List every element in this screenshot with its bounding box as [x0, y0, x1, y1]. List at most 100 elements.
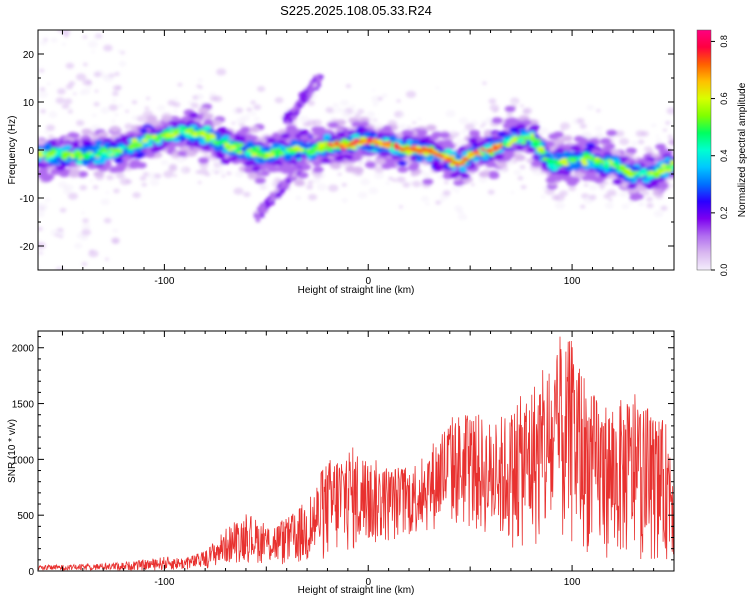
noise-blob	[332, 102, 339, 108]
ridge-blob	[571, 146, 582, 152]
noise-blob	[520, 104, 524, 108]
ridge-blob	[135, 151, 146, 158]
ridge-blob	[236, 153, 245, 159]
noise-blob	[341, 111, 351, 119]
noise-blob	[646, 203, 654, 209]
noise-blob	[108, 104, 118, 111]
noise-blob	[240, 115, 250, 122]
noise-blob	[100, 107, 110, 114]
ridge-blob	[351, 121, 363, 128]
noise-blob	[163, 170, 174, 178]
ridge-blob	[360, 145, 369, 151]
noise-blob	[81, 88, 91, 95]
ridge-blob	[556, 162, 564, 167]
noise-blob	[149, 179, 160, 187]
noise-blob	[54, 233, 59, 237]
ridge-blob	[415, 157, 424, 163]
noise-blob	[73, 92, 77, 96]
noise-blob	[40, 109, 46, 114]
noise-blob	[660, 205, 668, 211]
noise-blob	[510, 191, 515, 194]
ridge-blob	[282, 153, 292, 159]
noise-blob	[662, 128, 668, 132]
ridge-blob	[401, 129, 413, 137]
noise-blob	[540, 195, 546, 199]
noise-blob	[118, 61, 127, 67]
noise-blob	[635, 130, 645, 137]
noise-blob	[93, 71, 102, 78]
noise-blob	[38, 251, 43, 255]
noise-blob	[132, 192, 141, 199]
ridge-blob	[478, 171, 490, 178]
ridge-blob	[203, 119, 214, 125]
noise-blob	[351, 109, 356, 113]
noise-blob	[87, 40, 98, 48]
ridge-blob	[329, 162, 341, 169]
noise-blob	[125, 109, 130, 113]
noise-blob	[46, 82, 51, 86]
noise-blob	[461, 129, 468, 134]
noise-blob	[75, 73, 87, 81]
noise-blob	[336, 107, 343, 113]
noise-blob	[91, 113, 97, 118]
noise-blob	[68, 107, 73, 111]
noise-blob	[451, 186, 457, 191]
noise-blob	[173, 97, 178, 101]
ridge-blob	[334, 155, 345, 162]
noise-blob	[402, 182, 411, 188]
ridge-blob	[364, 161, 376, 169]
noise-blob	[641, 190, 650, 196]
noise-blob	[302, 121, 311, 127]
ridge-blob	[237, 142, 245, 147]
ridge-blob	[384, 157, 396, 164]
noise-blob	[345, 84, 352, 89]
ridge-blob	[81, 128, 93, 136]
noise-blob	[341, 198, 349, 203]
ridge-blob	[188, 112, 199, 119]
ridge-blob	[458, 167, 468, 173]
ridge-blob	[501, 141, 509, 146]
noise-blob	[94, 89, 99, 93]
noise-blob	[87, 85, 92, 89]
noise-blob	[81, 228, 91, 236]
noise-blob	[112, 238, 120, 245]
noise-blob	[307, 100, 316, 107]
noise-blob	[420, 195, 430, 202]
noise-blob	[39, 68, 45, 73]
noise-blob	[437, 174, 444, 180]
noise-blob	[487, 189, 495, 195]
noise-blob	[144, 106, 150, 110]
noise-blob	[110, 119, 116, 124]
noise-blob	[631, 141, 638, 146]
noise-blob	[131, 100, 138, 105]
noise-blob	[167, 99, 176, 106]
noise-blob	[392, 178, 398, 182]
ridge-blob	[55, 148, 63, 153]
noise-blob	[61, 42, 67, 46]
ridge-blob	[375, 158, 386, 165]
ridge-blob	[625, 147, 637, 155]
ridge-blob	[280, 133, 291, 139]
ridge-blob	[435, 163, 445, 170]
noise-blob	[506, 112, 513, 118]
noise-blob	[554, 201, 566, 210]
ridge-blob	[577, 137, 589, 144]
ridge-blob	[250, 146, 258, 151]
noise-blob	[482, 122, 487, 126]
ridge-blob	[509, 127, 519, 134]
noise-blob	[38, 226, 43, 231]
ridge-blob	[516, 123, 526, 130]
ridge-blob	[203, 125, 212, 131]
noise-blob	[412, 180, 422, 188]
noise-blob	[559, 122, 571, 130]
noise-blob	[65, 62, 75, 69]
noise-blob	[190, 102, 199, 109]
ridge-blob	[594, 161, 601, 166]
ridge-blob	[608, 167, 617, 173]
ridge-blob	[139, 128, 148, 134]
noise-blob	[367, 117, 376, 124]
noise-blob	[286, 187, 291, 191]
ridge-blob	[606, 129, 618, 137]
noise-blob	[55, 97, 65, 104]
